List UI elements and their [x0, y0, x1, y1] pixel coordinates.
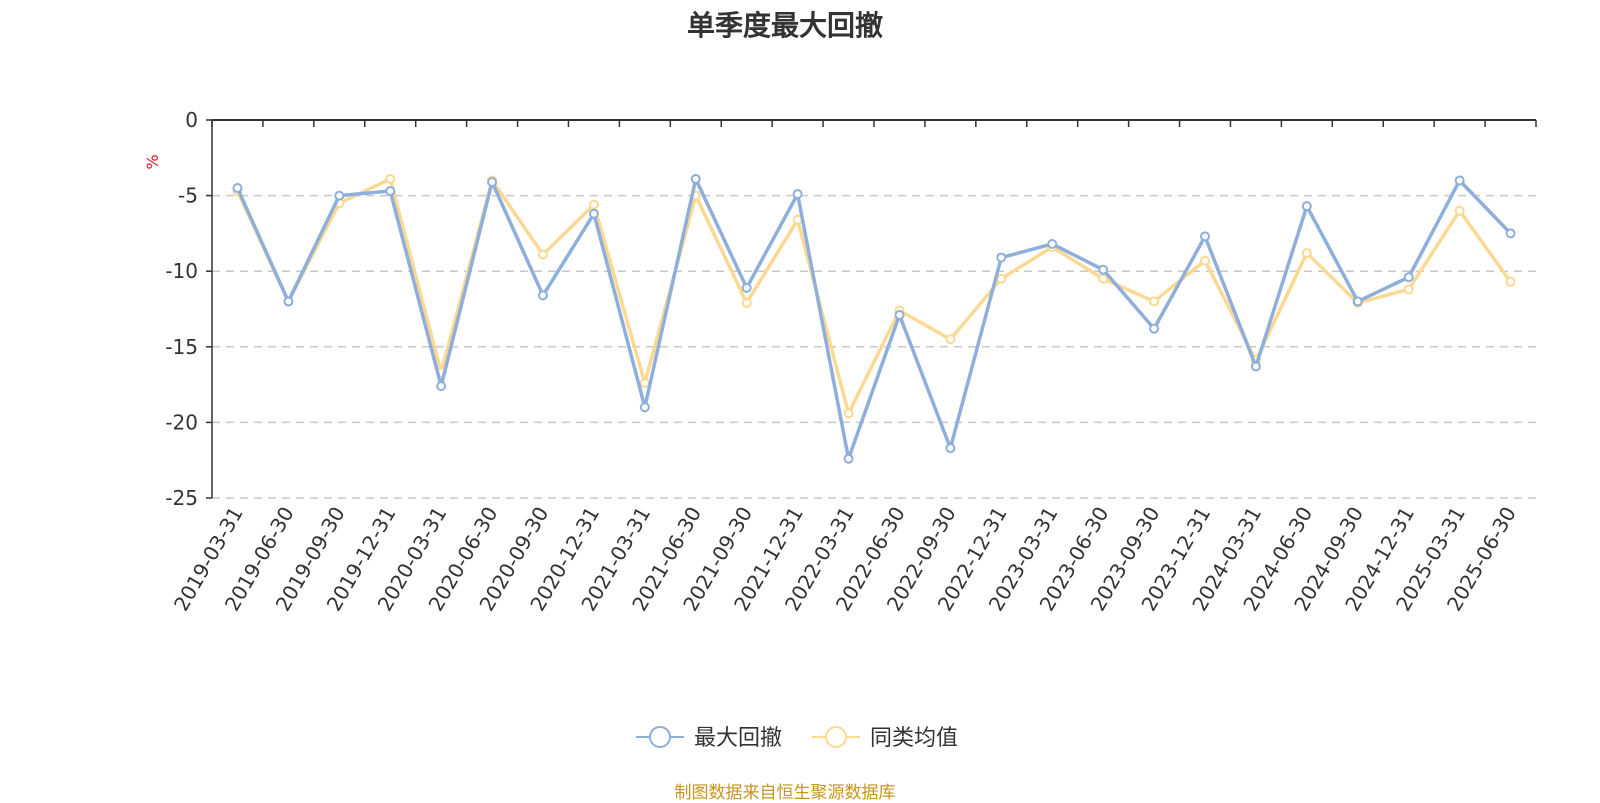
data-point [639, 402, 650, 413]
data-point [945, 443, 956, 454]
data-point [1200, 231, 1210, 242]
data-point [436, 381, 447, 392]
data-point [385, 173, 396, 184]
data-point [1454, 205, 1465, 216]
data-point [1301, 248, 1312, 259]
data-point [1454, 175, 1465, 186]
data-point [232, 183, 243, 194]
data-point [1403, 272, 1414, 283]
data-point [334, 190, 345, 201]
data-point [741, 297, 752, 308]
data-point [894, 310, 905, 321]
y-tick-label: -15 [165, 335, 198, 359]
legend-item[interactable]: 同类均值 [812, 726, 958, 751]
data-point [843, 453, 854, 464]
y-tick-label: -10 [165, 259, 198, 283]
data-point [1505, 276, 1516, 287]
data-point [385, 186, 396, 197]
y-axis-unit: % [143, 154, 162, 169]
data-point [283, 296, 294, 307]
legend-label: 最大回撤 [694, 726, 782, 751]
data-point [487, 176, 498, 187]
data-point [1352, 296, 1363, 307]
data-point [792, 189, 803, 200]
y-tick-label: -5 [178, 184, 198, 208]
data-point [588, 208, 599, 219]
data-point [996, 273, 1007, 284]
data-point [1403, 284, 1414, 295]
chart-title: 单季度最大回撤 [686, 9, 883, 42]
data-point [945, 334, 956, 345]
data-point [1047, 238, 1058, 249]
source-note: 制图数据来自恒生聚源数据库 [674, 783, 896, 803]
data-point [1149, 296, 1160, 307]
data-point [1505, 228, 1516, 239]
legend-swatch-marker [825, 726, 847, 748]
data-point [1098, 273, 1109, 284]
axis-layer: 0-5-10-15-20-252019-03-312019-06-302019-… [143, 108, 1537, 615]
data-point [1098, 264, 1109, 275]
data-point [1301, 201, 1312, 212]
data-point [1200, 255, 1210, 266]
series-line-max-drawdown [235, 177, 1512, 461]
data-point [996, 252, 1007, 263]
data-point [1149, 323, 1160, 334]
data-point [538, 249, 548, 260]
data-point [690, 173, 701, 184]
grid-layer [212, 194, 1536, 499]
legend-label: 同类均值 [870, 726, 958, 751]
y-tick-label: -20 [165, 410, 198, 434]
series-layer [232, 173, 1516, 464]
y-tick-label: -25 [165, 486, 198, 510]
data-point [538, 290, 548, 301]
data-point [741, 282, 752, 293]
legend-item[interactable]: 最大回撤 [636, 726, 782, 751]
data-point [843, 408, 854, 419]
legend[interactable]: 最大回撤 同类均值 [636, 726, 958, 751]
data-point [639, 378, 650, 389]
data-point [588, 199, 599, 210]
legend-swatch-marker [649, 726, 671, 748]
series-line-peer-average [235, 177, 1512, 416]
data-point [1250, 361, 1261, 372]
y-tick-label: 0 [185, 108, 198, 132]
